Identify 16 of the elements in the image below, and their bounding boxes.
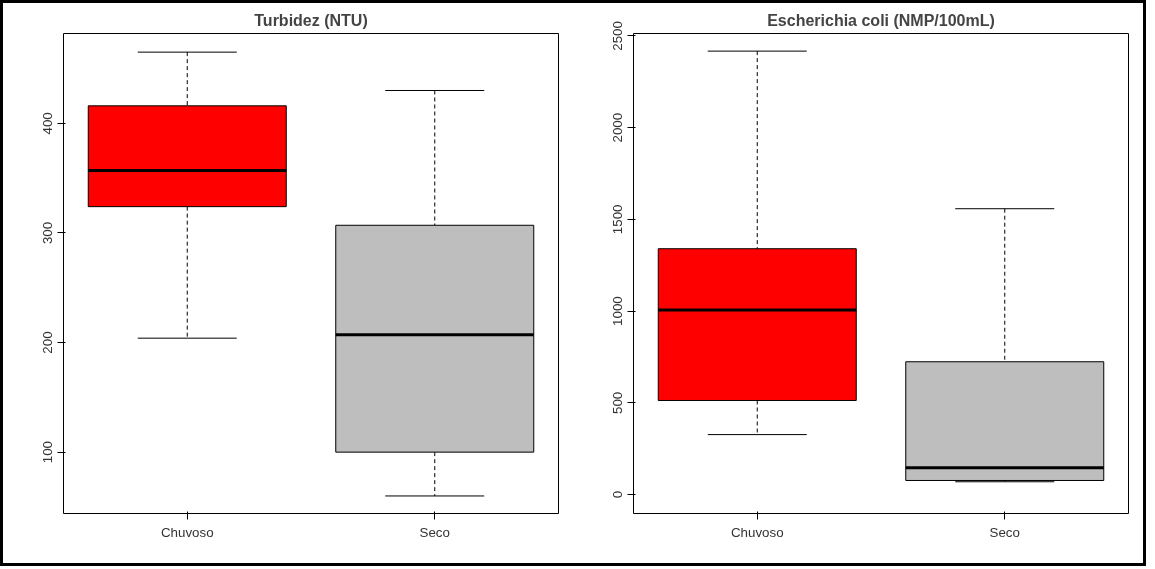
x-tick-label: Seco [419,524,450,540]
y-tick-label: 500 [610,391,626,414]
y-tick-label: 1500 [610,204,626,235]
y-tick-label: 300 [40,221,56,245]
y-tick-label: 2500 [610,21,626,51]
x-tick-label: Chuvoso [730,524,784,540]
x-tick-label: Seco [989,524,1020,540]
y-tick-label: 0 [610,490,626,499]
chart-title: Escherichia coli (NMP/100mL) [767,11,995,29]
x-tick-label: Chuvoso [160,524,214,540]
y-tick-label: 400 [40,112,56,135]
y-tick-label: 2000 [610,112,626,143]
chart-title: Turbidez (NTU) [254,11,368,29]
y-tick-label: 1000 [610,296,626,326]
y-tick-label: 100 [40,441,56,464]
y-tick-label: 200 [40,331,56,354]
